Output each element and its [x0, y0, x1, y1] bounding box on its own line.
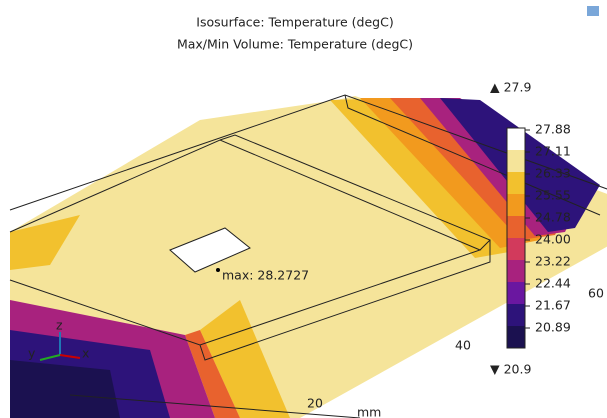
color-legend: 27.88 27.11 26.33 25.55 24.78 24.00 23.22 22.44…: [507, 122, 571, 349]
viewport: Isosurface: Temperature (degC) Max/Min V…: [0, 0, 607, 418]
plot-window: Isosurface: Temperature (degC) Max/Min V…: [0, 0, 607, 418]
legend-swatch: [507, 216, 525, 238]
legend-swatch: [507, 304, 525, 326]
legend-label: 21.67: [535, 298, 571, 313]
window-icon[interactable]: [587, 6, 599, 16]
triad-label: z: [56, 318, 63, 333]
legend-swatch: [507, 238, 525, 260]
legend-swatch: [507, 260, 525, 282]
axis-label: 60: [588, 286, 604, 301]
title: Isosurface: Temperature (degC): [196, 15, 393, 30]
min-label: ▼ 20.9: [490, 362, 531, 377]
triad-label: y: [28, 346, 36, 361]
legend-label: 20.89: [535, 320, 571, 335]
legend-label: 26.33: [535, 166, 571, 181]
axis-label: mm: [357, 405, 381, 418]
triad-label: x: [82, 346, 89, 361]
max-marker: [216, 268, 220, 272]
subtitle: Max/Min Volume: Temperature (degC): [177, 37, 413, 52]
legend-label: 24.78: [535, 210, 571, 225]
axis-label: 20: [307, 396, 323, 411]
legend-swatch: [507, 194, 525, 216]
max-label: ▲ 27.9: [490, 80, 531, 95]
legend-label: 24.00: [535, 232, 571, 247]
legend-label: 27.11: [535, 144, 571, 159]
legend-label: 23.22: [535, 254, 571, 269]
annotation: max: 28.2727: [222, 268, 309, 283]
legend-swatch: [507, 172, 525, 194]
legend-label: 22.44: [535, 276, 571, 291]
axis-label: 40: [455, 338, 471, 353]
legend-label: 27.88: [535, 122, 571, 137]
legend-swatch: [507, 282, 525, 304]
legend-label: 25.55: [535, 188, 571, 203]
legend-swatch: [507, 128, 525, 150]
legend-swatch: [507, 326, 525, 348]
legend-swatch: [507, 150, 525, 172]
